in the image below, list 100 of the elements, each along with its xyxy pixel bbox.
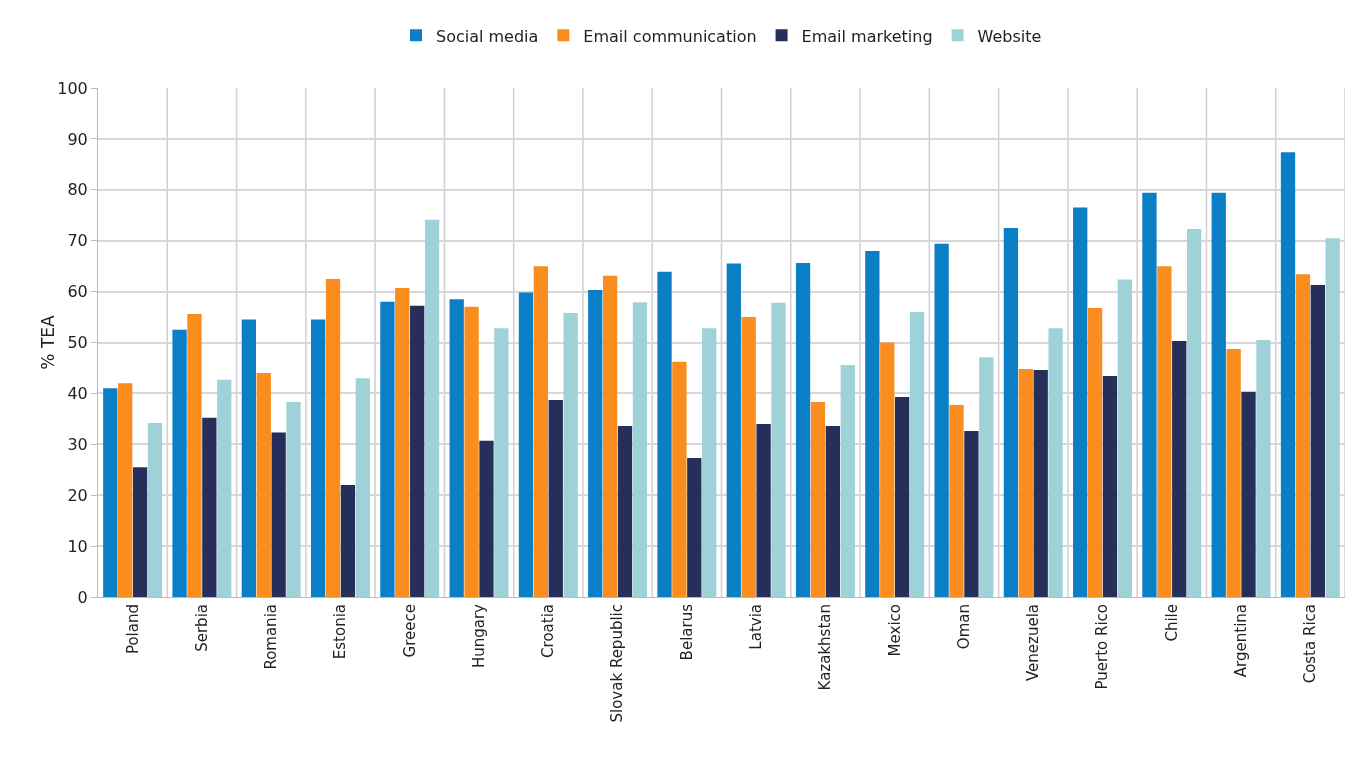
bar: [217, 379, 232, 597]
x-tick-label: Estonia: [331, 604, 350, 660]
y-tick-label: 30: [67, 434, 88, 454]
bar: [395, 288, 410, 597]
bar: [1310, 284, 1325, 597]
x-tick-label: Poland: [123, 604, 142, 655]
y-tick-label: 70: [67, 231, 88, 251]
bar: [880, 342, 895, 597]
x-tick-label: Latvia: [747, 604, 766, 650]
x-tick-label: Romania: [262, 604, 281, 670]
bar: [949, 405, 964, 597]
bar: [1087, 307, 1103, 597]
y-tick-label: 60: [67, 282, 88, 302]
bar: [479, 440, 494, 597]
bar: [588, 290, 603, 597]
y-tick-label: 50: [67, 333, 88, 353]
legend-label: Email communication: [583, 26, 757, 46]
bar: [672, 361, 687, 597]
bar: [1003, 227, 1019, 597]
bar: [325, 278, 341, 597]
bar: [1172, 340, 1187, 597]
bar: [1033, 369, 1048, 597]
x-tick-label: Serbia: [192, 604, 211, 652]
x-tick-label: Belarus: [677, 603, 696, 661]
bar: [702, 328, 717, 597]
x-tick-label: Argentina: [1231, 604, 1250, 678]
bar: [533, 266, 549, 597]
bar: [1102, 376, 1118, 597]
bar: [202, 417, 217, 597]
bar: [464, 306, 479, 597]
y-axis-title: % TEA: [38, 314, 58, 370]
y-tick-label: 20: [67, 485, 88, 505]
x-tick-label: Hungary: [469, 603, 488, 669]
bar: [518, 292, 534, 597]
bar: [340, 485, 356, 597]
bar: [726, 263, 741, 597]
bar: [1187, 228, 1202, 597]
y-tick-label: 10: [67, 536, 88, 556]
bar: [103, 388, 118, 597]
bar: [771, 302, 786, 597]
bar: [894, 396, 910, 597]
bar: [840, 364, 855, 597]
y-tick-label: 80: [67, 180, 88, 200]
bar: [355, 378, 370, 597]
bar: [1048, 328, 1063, 597]
bar: [602, 275, 618, 597]
bar: [449, 299, 464, 597]
legend-label: Social media: [436, 26, 539, 46]
bar: [310, 319, 326, 597]
x-tick-label: Venezuela: [1024, 604, 1043, 682]
bar: [147, 422, 163, 597]
bar: [380, 301, 395, 597]
bar: [964, 431, 979, 597]
bar: [271, 432, 286, 597]
legend-label: Website: [977, 26, 1042, 46]
x-tick-label: Kazakhstan: [816, 604, 835, 691]
bar: [1256, 339, 1271, 597]
bar: [1157, 266, 1172, 597]
x-tick-label: Croatia: [539, 604, 558, 658]
bar: [1142, 192, 1157, 597]
bar: [132, 467, 148, 597]
x-tick-label: Oman: [954, 604, 973, 650]
y-tick-label: 0: [77, 587, 88, 607]
bar: [494, 328, 509, 597]
bar: [795, 263, 811, 597]
bar: [934, 243, 949, 597]
bar: [1018, 368, 1033, 597]
bar: [410, 305, 425, 597]
bar: [1241, 391, 1256, 597]
x-tick-label: Greece: [400, 604, 419, 658]
bar: [810, 402, 826, 597]
bar: [286, 402, 301, 597]
legend-label: Email marketing: [801, 26, 933, 46]
x-tick-label: Slovak Republic: [608, 604, 627, 723]
bar: [1073, 207, 1088, 597]
y-tick-label: 90: [67, 129, 88, 149]
x-tick-label: Puerto Rico: [1093, 604, 1112, 690]
bar: [241, 319, 256, 597]
x-tick-label: Mexico: [885, 604, 904, 657]
bar: [256, 373, 271, 597]
bar: [548, 400, 563, 597]
bar: [1117, 279, 1133, 597]
bar: [687, 458, 702, 597]
bar: [1325, 238, 1340, 597]
bar: [187, 314, 202, 597]
y-tick-label: 40: [67, 384, 88, 403]
bar: [563, 312, 578, 597]
bar: [756, 423, 771, 597]
y-tick-label: 100: [57, 78, 88, 98]
bar: [741, 317, 756, 597]
x-tick-label: Chile: [1162, 604, 1181, 642]
bar: [1226, 349, 1241, 597]
bar: [632, 302, 648, 597]
bar: [424, 219, 440, 597]
bar: [617, 425, 633, 597]
bar: [1295, 274, 1311, 597]
bar: [979, 357, 994, 597]
bar: [909, 311, 925, 597]
bar: [657, 271, 672, 597]
x-tick-label: Costa Rica: [1301, 604, 1320, 684]
